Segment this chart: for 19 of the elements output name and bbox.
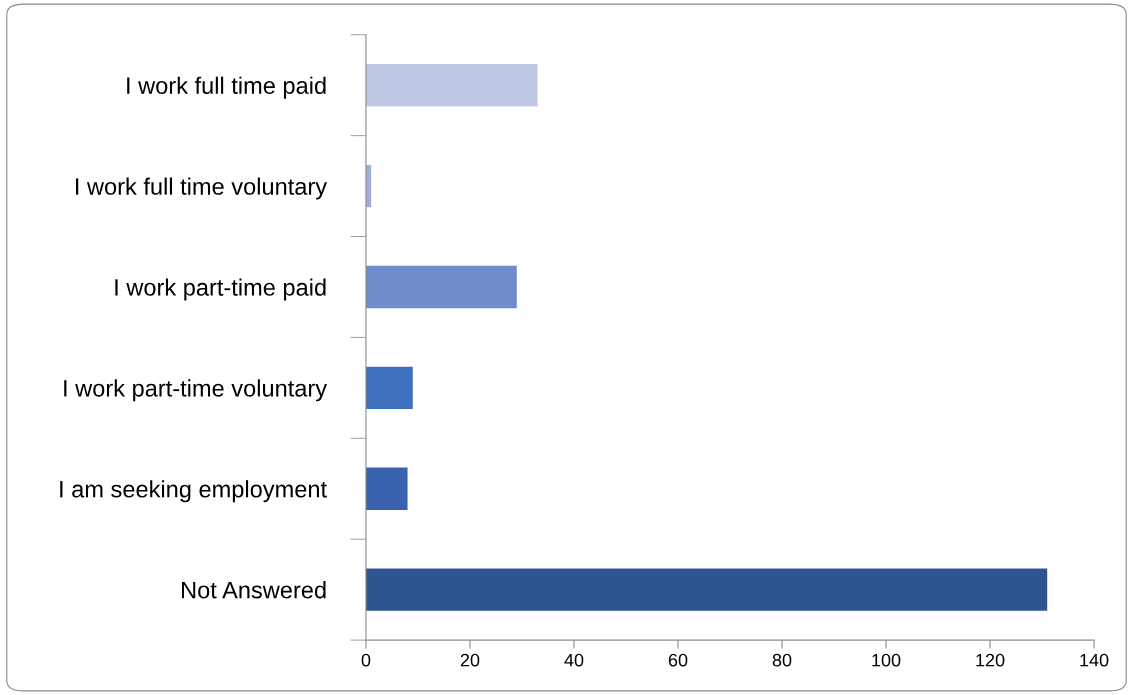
bar (365, 366, 413, 410)
x-tick-label: 140 (1080, 653, 1109, 667)
x-tick-label: 40 (564, 653, 584, 667)
x-tick-label: 0 (361, 653, 371, 667)
y-tick-label: I work part-time voluntary (64, 379, 328, 402)
x-tick-label: 80 (772, 653, 792, 667)
y-tick-label: I am seeking employment (60, 480, 327, 503)
bar (365, 467, 408, 510)
x-tick-label: 120 (976, 653, 1005, 667)
bar (365, 64, 538, 107)
x-tick-label: 100 (872, 653, 901, 667)
x-tick-label: 20 (460, 653, 480, 667)
bar (365, 265, 517, 309)
x-tick-label: 60 (668, 653, 688, 667)
y-tick-label: Not Answered (182, 581, 326, 599)
y-tick-label: I work full time paid (127, 76, 326, 99)
y-tick-label: I work full time voluntary (76, 177, 328, 200)
bar (365, 568, 1048, 611)
y-tick-label: I work part-time paid (115, 278, 326, 301)
